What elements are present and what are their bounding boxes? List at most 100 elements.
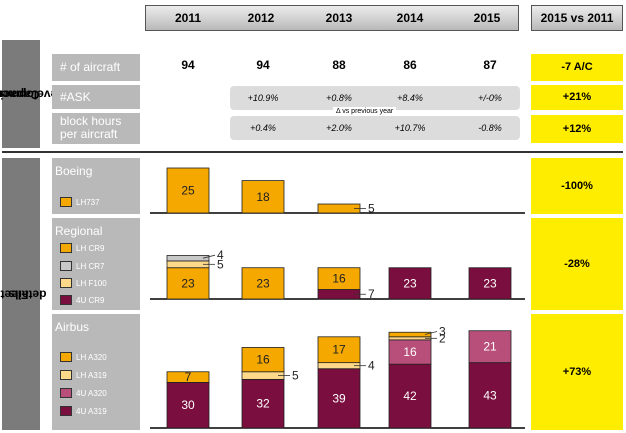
legend-lh-a320: LH A320 — [60, 352, 107, 362]
legend-4u-cr9: 4U CR9 — [60, 295, 104, 305]
bar-label-regional-lh-cr9-2011: 23 — [181, 276, 195, 290]
bar-label-airbus-4u-a320-2014: 16 — [403, 345, 417, 359]
delta-note: Δ vs previous year — [333, 107, 397, 116]
bar-label-regional-4u-cr9-2015: 23 — [483, 276, 497, 290]
bar-airbus-4u-a319-2012 — [241, 378, 285, 429]
airbus-change-chip: +73% — [531, 314, 623, 430]
ask-2012: +10.9% — [247, 93, 279, 103]
bar-airbus-lh-a319-2013 — [317, 362, 361, 370]
airbus-title: Airbus — [55, 320, 90, 334]
block-hours-2013: +2.0% — [326, 123, 352, 133]
bar-label-regional-lh-f100-2011: 5 — [217, 257, 224, 271]
comparison-header-bar — [531, 5, 623, 31]
section-divider — [2, 151, 623, 153]
bar-label-airbus-lh-a320-2014-leader — [424, 331, 438, 335]
legend-lh-cr7: LH CR7 — [60, 261, 104, 271]
legend-lh-f100: LH F100 — [60, 278, 107, 288]
bar-airbus-4u-a319-2015 — [468, 362, 512, 429]
airbus-change: +73% — [562, 366, 592, 378]
bar-label-regional-4u-cr9-2014: 23 — [403, 276, 417, 290]
bar-boeing-lh737-2013 — [317, 203, 361, 214]
fleet-label-line2: details — [8, 287, 47, 302]
aircraft-count-label: # of aircraft — [60, 60, 121, 74]
block-hours-change: +12% — [531, 115, 623, 143]
aircraft-count-2012: 94 — [256, 58, 270, 72]
bar-label-airbus-4u-a319-2015: 43 — [483, 388, 497, 402]
bar-airbus-lh-a320-2012 — [241, 347, 285, 373]
year-header-2013: 2013 — [325, 11, 353, 25]
bar-label-boeing-lh737-2012: 18 — [256, 190, 270, 204]
capacity-section-label: Capacitydevelopment — [0, 40, 65, 148]
year-header-2011: 2011 — [174, 11, 202, 25]
bar-airbus-lh-a320-2013 — [317, 336, 361, 364]
bar-label-airbus-4u-a319-2013: 39 — [332, 391, 346, 405]
bar-boeing-lh737-2011 — [166, 167, 210, 214]
bar-label-airbus-lh-a320-2014: 3 — [439, 325, 446, 339]
ask-2014: +8.4% — [397, 93, 423, 103]
fleet-section-label: Fleet details — [1, 158, 47, 430]
regional-change: -28% — [564, 258, 590, 270]
bar-label-regional-lh-cr7-2011: 4 — [217, 248, 224, 262]
bar-label-boeing-lh737-2011: 25 — [181, 184, 195, 198]
capacity-label-panel — [52, 85, 140, 109]
bar-label-airbus-4u-a319-2012: 32 — [256, 397, 270, 411]
legend-lh-cr9: LH CR9 — [60, 243, 104, 253]
ask-label: #ASK — [60, 90, 91, 104]
legend-4u-a320: 4U A320 — [60, 388, 107, 398]
bar-regional-4u-cr9-2015 — [468, 267, 512, 300]
bar-airbus-4u-a319-2011 — [166, 381, 210, 429]
bar-regional-lh-f100-2011 — [166, 260, 210, 269]
bar-label-airbus-4u-a320-2015: 21 — [483, 340, 497, 354]
boeing-title: Boeing — [55, 164, 93, 178]
block-hours-2012: +0.4% — [250, 123, 276, 133]
legend-4u-a319: 4U A319 — [60, 406, 107, 416]
bar-airbus-lh-a320-2014 — [388, 331, 432, 338]
bar-airbus-4u-a319-2013 — [317, 368, 361, 429]
block-hours-label-line2: per aircraft — [60, 127, 118, 141]
bar-airbus-4u-a320-2014 — [388, 339, 432, 365]
aircraft-count-2014: 86 — [403, 58, 417, 72]
bar-label-regional-lh-cr7-2011-leader — [202, 254, 216, 259]
boeing-change: -100% — [561, 180, 593, 192]
boeing-change-chip: -100% — [531, 158, 623, 214]
bar-regional-4u-cr9-2013 — [317, 289, 361, 300]
bar-label-regional-lh-cr9-2012: 23 — [256, 276, 270, 290]
aircraft-count-2011: 94 — [181, 58, 195, 72]
bar-label-airbus-lh-a319-2014: 2 — [439, 331, 446, 345]
comparison-header: 2015 vs 2011 — [540, 11, 614, 25]
block-hours-2014: +10.7% — [394, 123, 426, 133]
bar-regional-lh-cr9-2012 — [241, 267, 285, 300]
ask-change: +21% — [531, 85, 623, 110]
bar-label-airbus-lh-a319-2012: 5 — [292, 369, 299, 383]
bar-regional-lh-cr7-2011 — [166, 255, 210, 262]
bar-label-airbus-lh-a320-2011: 7 — [185, 370, 192, 384]
bar-label-regional-4u-cr9-2013: 7 — [368, 287, 375, 301]
ask-2015: +/-0% — [478, 93, 502, 103]
aircraft-count-2013: 88 — [332, 58, 346, 72]
bar-airbus-4u-a320-2015 — [468, 330, 512, 364]
bar-label-airbus-4u-a319-2014: 42 — [403, 389, 417, 403]
regional-change-chip: -28% — [531, 218, 623, 310]
aircraft-count-2015: 87 — [483, 58, 497, 72]
year-header-2012: 2012 — [247, 11, 275, 25]
year-header-bar — [145, 5, 519, 31]
ask-band — [230, 86, 520, 110]
bar-airbus-4u-a319-2014 — [388, 363, 432, 429]
ask-2013: +0.8% — [326, 93, 352, 103]
bar-airbus-lh-a320-2011 — [166, 371, 210, 383]
bar-label-airbus-lh-a319-2013: 4 — [368, 359, 375, 373]
regional-title: Regional — [55, 224, 103, 238]
legend-lh737: LH737 — [60, 197, 100, 207]
block-hours-band — [230, 116, 520, 140]
aircraft-change: -7 A/C — [531, 54, 623, 81]
bar-regional-lh-cr9-2011 — [166, 267, 210, 300]
block-hours-2015: -0.8% — [478, 123, 502, 133]
bar-regional-lh-cr9-2013 — [317, 267, 361, 290]
year-header-2014: 2014 — [396, 11, 424, 25]
bar-label-airbus-lh-a320-2013: 17 — [332, 343, 346, 357]
bar-label-airbus-lh-a320-2012: 16 — [256, 353, 270, 367]
bar-boeing-lh737-2012 — [241, 180, 285, 214]
block-hours-label-line1: block hours — [60, 114, 122, 128]
bar-airbus-lh-a319-2014 — [388, 336, 432, 341]
bar-label-boeing-lh737-2013: 5 — [368, 202, 375, 216]
